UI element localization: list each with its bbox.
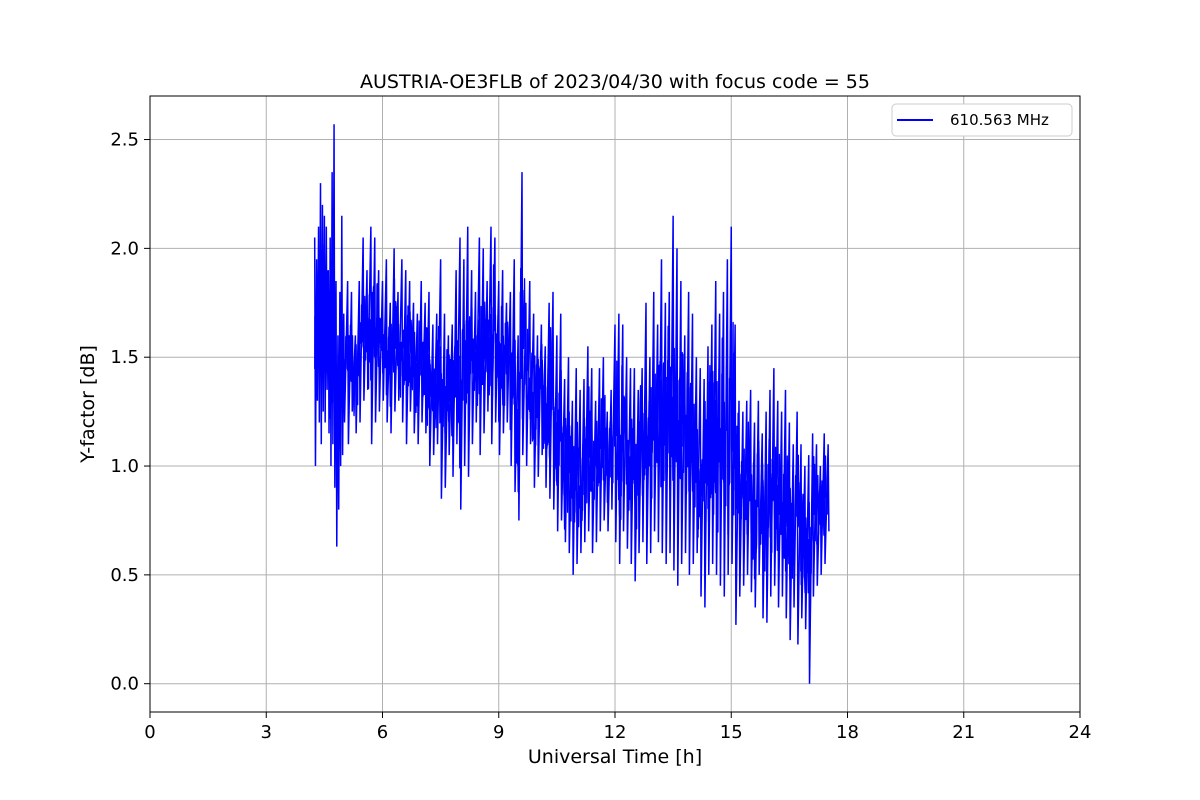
x-tick-label: 0: [144, 722, 155, 743]
x-tick-label: 3: [261, 722, 272, 743]
y-tick-label: 1.0: [110, 456, 139, 477]
y-tick-label: 2.0: [110, 238, 139, 259]
x-axis-label: Universal Time [h]: [528, 746, 702, 768]
x-tick-label: 9: [493, 722, 504, 743]
y-axis-label: Y-factor [dB]: [77, 345, 99, 464]
plot-series: [313, 124, 830, 684]
x-tick-label: 15: [720, 722, 743, 743]
series-envelope-line: [313, 124, 830, 684]
x-tick-label: 18: [836, 722, 859, 743]
x-tick-label: 21: [952, 722, 975, 743]
chart-title: AUSTRIA-OE3FLB of 2023/04/30 with focus …: [360, 71, 870, 93]
x-tick-label: 6: [377, 722, 388, 743]
x-tick-label: 12: [604, 722, 627, 743]
legend-entry: 610.563 MHz: [950, 111, 1049, 129]
y-tick-label: 2.5: [110, 130, 139, 151]
x-tick-label: 24: [1069, 722, 1092, 743]
legend-box: [891, 103, 1073, 137]
y-tick-label: 1.5: [110, 347, 139, 368]
y-tick-label: 0.0: [110, 674, 139, 695]
y-tick-label: 0.5: [110, 565, 139, 586]
ticks: 0 3 6 9 12 15 18 21 24 0.0 0.5 1.0 1.5 2.0 2.5: [110, 130, 1091, 743]
legend: 610.563 MHz: [891, 103, 1073, 137]
